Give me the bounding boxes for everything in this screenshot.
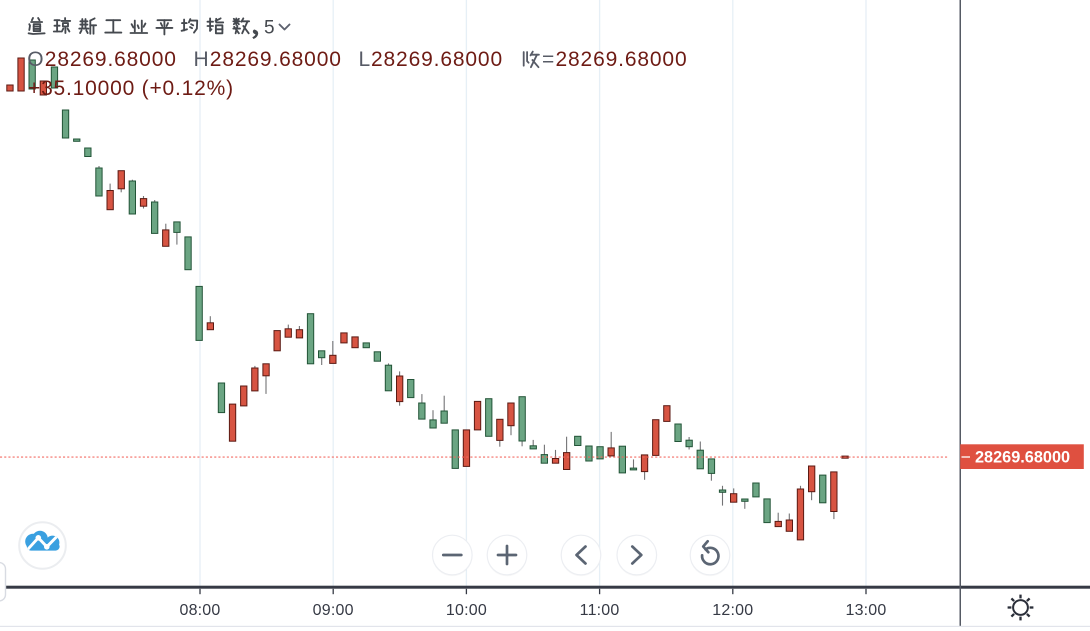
svg-text:28269.68000: 28269.68000 [371, 48, 503, 71]
svg-text:10:00: 10:00 [446, 602, 487, 619]
svg-text:O: O [27, 48, 44, 71]
svg-text:08:00: 08:00 [179, 602, 220, 619]
svg-text:12:00: 12:00 [712, 602, 753, 619]
svg-text:H: H [194, 48, 210, 71]
svg-text:28269.68000: 28269.68000 [975, 449, 1070, 467]
svg-text:09:00: 09:00 [313, 602, 354, 619]
svg-text:=: = [542, 48, 554, 71]
svg-text:L: L [359, 48, 372, 71]
svg-text:28269.68000: 28269.68000 [45, 48, 177, 71]
svg-text:28269.68000: 28269.68000 [210, 48, 342, 71]
svg-text:+35.10000 (+0.12%): +35.10000 (+0.12%) [28, 77, 234, 100]
svg-text:5: 5 [264, 18, 275, 39]
svg-text:13:00: 13:00 [845, 602, 886, 619]
svg-text:11:00: 11:00 [580, 602, 620, 619]
svg-text:28269.68000: 28269.68000 [556, 48, 688, 71]
